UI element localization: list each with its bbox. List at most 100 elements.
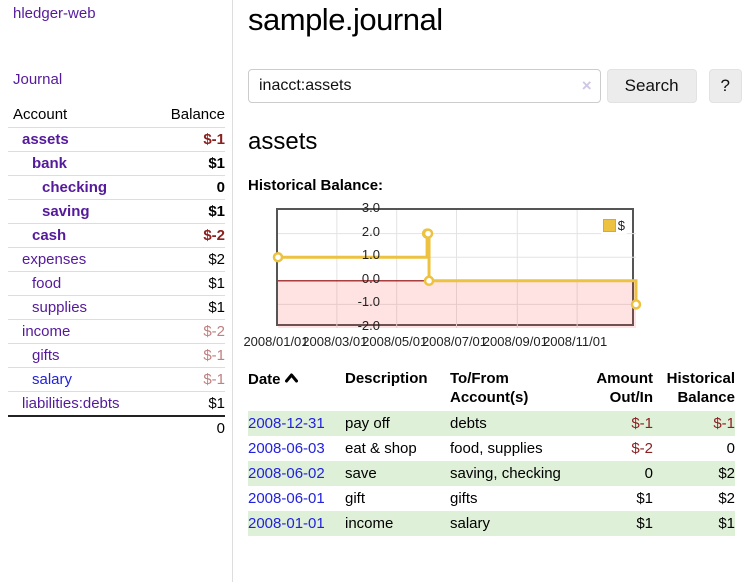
transaction-description: gift: [345, 490, 366, 507]
x-axis-tick-label: 2008/03/01: [302, 334, 368, 349]
account-row: saving $1: [8, 199, 225, 224]
transaction-balance: $-1: [653, 411, 735, 436]
x-axis-tick-label: 2008/01/01: [243, 334, 309, 349]
account-row: bank $1: [8, 151, 225, 176]
account-row: cash $-2: [8, 223, 225, 248]
register-header-balance: Historical Balance: [653, 367, 735, 411]
transaction-amount: $-1: [565, 411, 653, 436]
transaction-date-link[interactable]: 2008-12-31: [248, 415, 325, 432]
accounts-header-line2: Account(s): [450, 389, 529, 406]
transaction-row: 2008-12-31 pay off debts $-1 $-1: [248, 411, 735, 436]
main-content: sample.journal × Search ? assets Histori…: [243, 0, 742, 536]
transaction-date-link[interactable]: 2008-01-01: [248, 515, 325, 532]
register-header-accounts: To/From Account(s): [450, 367, 565, 411]
account-row: assets $-1: [8, 127, 225, 152]
account-row: supplies $1: [8, 295, 225, 320]
account-balance: $-2: [149, 319, 225, 344]
y-axis-tick-label: -1.0: [357, 294, 380, 310]
transaction-accounts: gifts: [450, 490, 478, 507]
account-balance: $1: [149, 199, 225, 224]
account-row: expenses $2: [8, 247, 225, 272]
chart-canvas: [272, 210, 642, 328]
help-button[interactable]: ?: [708, 69, 742, 103]
date-header-label: Date: [248, 371, 281, 388]
balance-header-line1: Historical: [666, 370, 735, 387]
y-axis-tick-label: 0.0: [361, 270, 380, 286]
account-row: salary $-1: [8, 367, 225, 392]
transaction-balance: $1: [653, 511, 735, 536]
app-brand-link[interactable]: hledger-web: [13, 5, 96, 22]
register-header-date[interactable]: Date: [248, 367, 345, 411]
amount-header-line2: Out/In: [609, 389, 653, 406]
transaction-date-link[interactable]: 2008-06-01: [248, 490, 325, 507]
sidebar-item-journal[interactable]: Journal: [13, 71, 63, 88]
account-link-supplies[interactable]: supplies: [32, 299, 88, 316]
y-axis-tick-label: 1.0: [361, 247, 380, 263]
page-title: sample.journal: [248, 2, 443, 37]
account-link-income[interactable]: income: [22, 323, 71, 340]
y-axis-tick-label: 2.0: [361, 223, 380, 239]
transaction-accounts: debts: [450, 411, 565, 436]
account-link-saving[interactable]: saving: [42, 203, 90, 220]
account-link-food[interactable]: food: [32, 275, 62, 292]
x-axis-tick-label: 2008/11/01: [543, 334, 608, 349]
transaction-amount: 0: [565, 461, 653, 486]
transaction-row: 2008-06-01 gift gifts $1 $2: [248, 486, 735, 511]
transaction-accounts: saving, checking: [450, 461, 565, 486]
account-row: checking 0: [8, 175, 225, 200]
account-link-bank[interactable]: bank: [32, 155, 68, 172]
accounts-total-value: 0: [149, 415, 225, 440]
transaction-date-link[interactable]: 2008-06-03: [248, 440, 325, 457]
accounts-header-balance: Balance: [170, 106, 225, 123]
transaction-balance: $2: [653, 461, 735, 486]
balance-chart: $ 3.0 2.0 1.0 0.0 -1.0 -2.0 2008/01/01 2008/03…: [243, 200, 742, 350]
register-header-amount: Amount Out/In: [565, 367, 653, 411]
accounts-header-row: Account Balance: [8, 103, 225, 128]
transaction-amount: $1: [565, 511, 653, 536]
accounts-total-spacer: [8, 415, 150, 440]
register-table: Date Description To/From Account(s) Amou…: [248, 367, 735, 536]
transaction-balance: 0: [726, 440, 735, 457]
account-row: liabilities:debts $1: [8, 391, 225, 416]
accounts-table: Account Balance assets $-1 bank $1 checking 0…: [8, 103, 225, 440]
search-form: × Search ?: [248, 69, 742, 103]
transaction-balance: $2: [718, 490, 735, 507]
account-link-salary[interactable]: salary: [32, 371, 73, 388]
accounts-total-row: 0: [8, 415, 225, 440]
transaction-description: save: [345, 461, 450, 486]
transaction-date-link[interactable]: 2008-06-02: [248, 465, 325, 482]
accounts-header-line1: To/From: [450, 370, 509, 387]
clear-icon[interactable]: ×: [581, 76, 592, 95]
account-balance: $-1: [149, 367, 225, 392]
account-link-gifts[interactable]: gifts: [32, 347, 60, 364]
search-input[interactable]: [248, 69, 601, 103]
chart-label: Historical Balance:: [248, 177, 384, 194]
account-row: gifts $-1: [8, 343, 225, 368]
register-header-row: Date Description To/From Account(s) Amou…: [248, 367, 735, 411]
transaction-description: income: [345, 511, 450, 536]
transaction-description: eat & shop: [345, 440, 417, 457]
account-row: food $1: [8, 271, 225, 296]
account-link-assets[interactable]: assets: [22, 131, 69, 148]
account-link-checking[interactable]: checking: [42, 179, 108, 196]
account-balance: $-2: [149, 223, 225, 248]
account-balance: $1: [149, 271, 225, 296]
account-balance: $-1: [149, 343, 225, 368]
chart-plot: $: [272, 208, 642, 328]
transaction-accounts: salary: [450, 511, 565, 536]
search-box: ×: [248, 69, 601, 103]
search-button[interactable]: Search: [606, 69, 697, 103]
account-balance: $1: [149, 391, 225, 416]
account-link-cash[interactable]: cash: [32, 227, 67, 244]
x-axis-tick-label: 2008/05/01: [362, 334, 428, 349]
account-link-liabilities-debts[interactable]: liabilities:debts: [22, 395, 120, 412]
x-axis-tick-label: 2008/09/01: [482, 334, 548, 349]
account-balance: $2: [149, 247, 225, 272]
transaction-description: pay off: [345, 411, 450, 436]
y-axis-tick-label: -2.0: [357, 318, 380, 333]
account-balance: 0: [149, 175, 225, 200]
account-link-expenses[interactable]: expenses: [22, 251, 87, 268]
chevron-up-sort-icon: [284, 369, 298, 388]
sidebar: hledger-web Journal Account Balance asse…: [0, 0, 233, 582]
register-header-description: Description: [345, 370, 428, 387]
